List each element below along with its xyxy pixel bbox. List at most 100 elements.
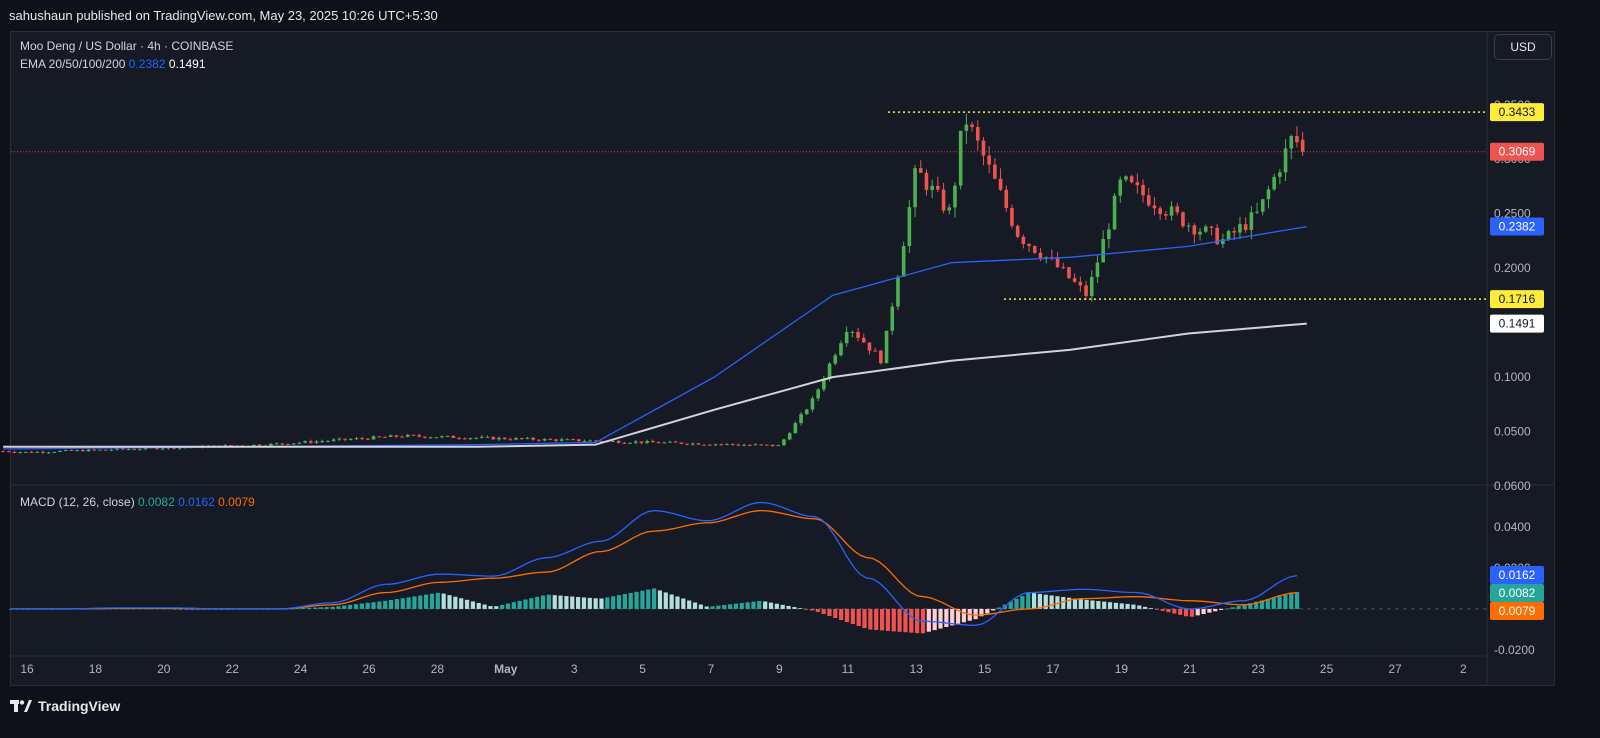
price-label-bg-3 bbox=[1490, 290, 1544, 309]
candle-body bbox=[1278, 172, 1282, 177]
candle-body bbox=[1260, 199, 1265, 212]
candle-body bbox=[468, 438, 473, 440]
macd-hist-bar bbox=[716, 605, 721, 609]
macd-hist-bar bbox=[1119, 603, 1124, 609]
candle-body bbox=[1238, 224, 1242, 233]
candle-body bbox=[998, 178, 1003, 190]
time-tick-19: 25 bbox=[1320, 662, 1334, 676]
candle-body bbox=[462, 438, 467, 440]
ema-legend: EMA 20/50/100/200 0.2382 0.1491 bbox=[20, 57, 206, 71]
candle-body bbox=[451, 435, 456, 439]
macd-hist-bar bbox=[318, 607, 324, 609]
candle-body bbox=[126, 449, 131, 451]
macd-hist-bar bbox=[307, 607, 312, 609]
candle-body bbox=[280, 443, 285, 445]
macd-hist-bar bbox=[400, 598, 405, 609]
macd-hist-bar bbox=[809, 608, 815, 611]
candle-body bbox=[1249, 212, 1254, 231]
time-tick-2: 20 bbox=[157, 662, 171, 676]
candle-body bbox=[103, 449, 108, 451]
candle-body bbox=[1032, 245, 1037, 253]
candle-body bbox=[252, 444, 256, 447]
candle-body bbox=[320, 441, 325, 443]
macd-hist-bar bbox=[1236, 605, 1241, 609]
macd-hist-bar bbox=[803, 608, 809, 610]
time-tick-14: 15 bbox=[978, 662, 992, 676]
candle-body bbox=[679, 442, 684, 444]
candle-body bbox=[160, 448, 165, 450]
candle-body bbox=[12, 451, 17, 453]
candle-body bbox=[696, 443, 701, 445]
candle-body bbox=[58, 450, 62, 453]
macd-hist-bar bbox=[353, 604, 359, 609]
candle-body bbox=[1198, 231, 1202, 235]
candle-body bbox=[884, 330, 889, 364]
candle-body bbox=[1101, 239, 1105, 263]
footer-bar bbox=[0, 690, 1600, 738]
candle-body bbox=[1095, 262, 1100, 278]
macd-hist-bar bbox=[546, 594, 551, 609]
macd-hist-bar bbox=[500, 604, 505, 609]
macd-hist-bar bbox=[798, 608, 803, 609]
macd-hist-bar bbox=[1008, 601, 1013, 609]
macd-label-bg-2 bbox=[1490, 602, 1544, 620]
candle-body bbox=[656, 442, 661, 444]
candle-body bbox=[394, 435, 399, 437]
candle-body bbox=[1152, 205, 1157, 209]
candle-body bbox=[69, 449, 74, 451]
candle-body bbox=[371, 436, 376, 440]
candle-body bbox=[514, 438, 518, 440]
price-label-bg-2 bbox=[1490, 217, 1544, 236]
macd-hist-bar bbox=[698, 604, 703, 609]
candle-body bbox=[913, 168, 917, 208]
candle-body bbox=[1300, 139, 1305, 152]
candle-body bbox=[753, 444, 758, 446]
price-label-3: 0.1716 bbox=[1499, 292, 1536, 306]
macd-hist-bar bbox=[371, 602, 376, 609]
macd-hist-bar bbox=[879, 608, 885, 631]
candle-body bbox=[542, 438, 547, 441]
candle-body bbox=[388, 435, 393, 437]
tradingview-logo[interactable]: TradingView bbox=[10, 698, 120, 714]
price-axis-tick-0: 0.0500 bbox=[1494, 425, 1531, 439]
candle-body bbox=[645, 440, 649, 443]
candle-body bbox=[1192, 225, 1197, 235]
macd-hist-bar bbox=[511, 602, 516, 609]
candle-body bbox=[86, 449, 91, 452]
macd-hist-bar bbox=[839, 608, 844, 621]
candle-body bbox=[816, 389, 820, 399]
macd-hist-bar bbox=[1224, 608, 1230, 610]
macd-hist-bar bbox=[494, 606, 499, 609]
macd-hist-bar bbox=[330, 606, 335, 609]
time-tick-5: 26 bbox=[362, 662, 376, 676]
price-label-4: 0.1491 bbox=[1499, 317, 1536, 331]
candle-body bbox=[309, 441, 313, 443]
candle-body bbox=[896, 276, 900, 307]
macd-hist-bar bbox=[1265, 599, 1270, 609]
macd-hist-bar bbox=[435, 592, 440, 609]
macd-hist-bar bbox=[429, 593, 435, 609]
macd-hist-bar bbox=[821, 608, 826, 614]
time-tick-0: 16 bbox=[20, 662, 34, 676]
candle-body bbox=[411, 434, 416, 436]
candle-body bbox=[138, 449, 142, 451]
candle-body bbox=[155, 447, 159, 450]
time-tick-9: 5 bbox=[639, 662, 646, 676]
currency-button[interactable]: USD bbox=[1494, 34, 1552, 60]
candle-body bbox=[1010, 208, 1014, 226]
candle-body bbox=[1181, 212, 1185, 227]
candle-body bbox=[594, 440, 598, 442]
macd-hist-bar bbox=[1107, 602, 1113, 609]
macd-legend: MACD (12, 26, close) 0.0082 0.0162 0.007… bbox=[20, 495, 255, 509]
candle-body bbox=[673, 441, 678, 443]
candle-body bbox=[742, 444, 746, 446]
macd-hist-bar bbox=[1084, 599, 1089, 609]
candle-body bbox=[953, 185, 957, 208]
macd-hist-bar bbox=[733, 603, 739, 609]
macd-hist-bar bbox=[646, 589, 651, 609]
macd-hist-bar bbox=[780, 604, 785, 609]
candle-body bbox=[400, 436, 404, 438]
ema-value-fast: 0.2382 bbox=[128, 57, 166, 71]
candle-body bbox=[1243, 224, 1248, 231]
